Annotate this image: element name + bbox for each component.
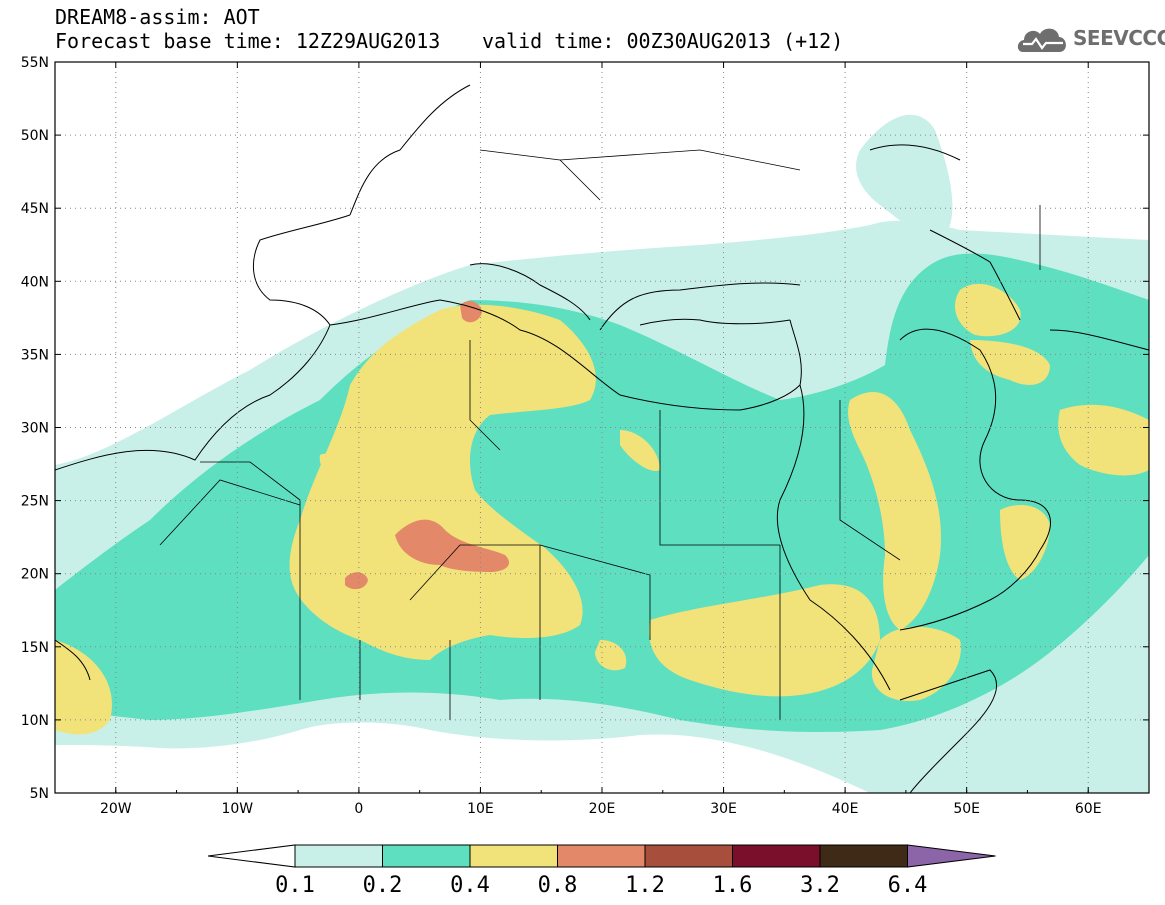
product-title: DREAM8-assim: AOT [55, 5, 260, 29]
lon-tick-label: 10E [467, 801, 494, 817]
colorbar-level-label: 0.1 [275, 873, 315, 898]
colorbar-labels: 0.1 0.2 0.4 0.8 1.2 1.6 3.2 6.4 [275, 873, 927, 898]
colorbar-segment [294, 844, 383, 868]
map-header: DREAM8-assim: AOT Forecast base time: 12… [0, 0, 1165, 62]
axis-ticks [54, 61, 1150, 794]
lat-tick-label: 5N [30, 786, 49, 802]
aot-field [55, 62, 1149, 793]
colorbar [207, 844, 996, 868]
lat-tick-label: 10N [21, 713, 49, 729]
colorbar-segment [557, 844, 646, 868]
country-borders [159, 149, 1041, 720]
colorbar-level-label: 0.2 [363, 873, 403, 898]
valid-time: valid time: 00Z30AUG2013 (+12) [482, 29, 844, 53]
colorbar-level-label: 3.2 [800, 873, 840, 898]
aot-contour-0.8 [345, 300, 510, 590]
lon-tick-label: 30E [710, 801, 737, 817]
forecast-base-time: Forecast base time: 12Z29AUG2013 [55, 29, 441, 53]
lat-tick-label: 15N [21, 640, 49, 656]
aot-contour-0.4 [55, 283, 1149, 735]
colorbar-segment [469, 844, 558, 868]
lat-tick-label: 30N [21, 421, 49, 437]
seevccc-logo: SEEVCCC [1015, 22, 1165, 58]
colorbar-level-label: 0.8 [538, 873, 578, 898]
colorbar-segment [382, 844, 471, 868]
cloud-logo-icon [1017, 28, 1066, 52]
lon-tick-label: 40E [832, 801, 859, 817]
lon-tick-label: 50E [953, 801, 980, 817]
lat-tick-label: 40N [21, 274, 49, 290]
colorbar-level-label: 6.4 [888, 873, 928, 898]
lat-tick-label: 20N [21, 567, 49, 583]
colorbar-underflow-triangle [207, 844, 296, 868]
colorbar-level-label: 1.6 [713, 873, 753, 898]
longitude-labels: 20W 10W 0 10E 20E 30E 40E 50E 60E [100, 801, 1102, 817]
lat-tick-label: 45N [21, 201, 49, 217]
colorbar-level-label: 0.4 [450, 873, 490, 898]
lon-tick-label: 20E [589, 801, 616, 817]
latitude-labels: 55N 50N 45N 40N 35N 30N 25N 20N 15N 10N 5N [21, 55, 49, 802]
lon-tick-label: 20W [100, 801, 132, 817]
lon-tick-label: 10W [221, 801, 253, 817]
lat-tick-label: 50N [21, 128, 49, 144]
colorbar-level-label: 1.2 [625, 873, 665, 898]
coastlines [55, 84, 1149, 793]
lon-tick-label: 60E [1075, 801, 1102, 817]
lat-tick-label: 25N [21, 494, 49, 510]
lon-tick-label: 0 [354, 801, 363, 817]
lat-tick-label: 35N [21, 347, 49, 363]
logo-text: SEEVCCC [1073, 26, 1165, 50]
colorbar-overflow-triangle [907, 844, 996, 868]
colorbar-segment [644, 844, 733, 868]
lat-tick-label: 55N [21, 55, 49, 71]
colorbar-segment [732, 844, 821, 868]
colorbar-segment [819, 844, 908, 868]
graticule [55, 62, 1149, 793]
